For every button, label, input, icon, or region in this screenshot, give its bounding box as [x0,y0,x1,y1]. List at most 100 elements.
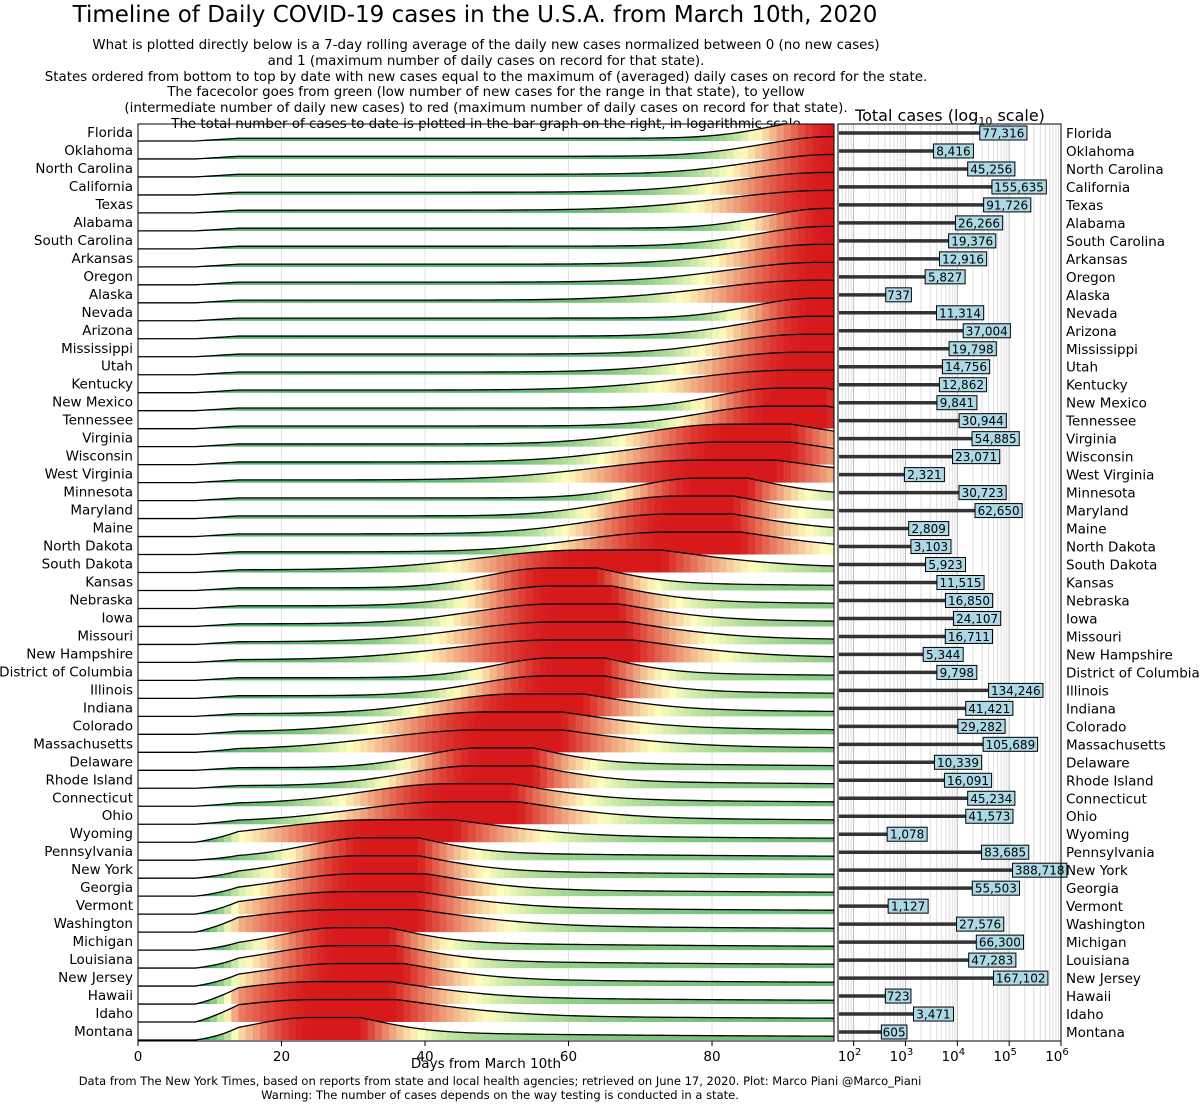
ridge-cell [661,1017,670,1023]
ridge-cell [374,909,383,933]
ridge-cell [755,891,763,897]
ridge-cell [252,1002,261,1023]
ridge-cell [432,649,440,663]
ridge-cell [604,502,613,519]
ridge-cell [403,174,412,177]
ridge-cell [288,264,297,267]
ridge-cell [647,703,656,717]
ridge-cell [303,999,311,1023]
ridge-cell [582,506,591,519]
ridge-cell [762,873,771,879]
ridge-cell [733,164,742,177]
ridge-cell [403,705,412,717]
ridge-cell [625,173,634,177]
ridge-cell [762,801,771,807]
ridge-cell [654,981,663,987]
ridge-cell [546,1014,555,1023]
ridge-cell [317,336,326,339]
ridge-cell [525,1013,534,1023]
ridge-cell [661,945,670,951]
ridge-michigan [138,926,834,951]
bar-value-label: 83,685 [984,846,1026,860]
ridge-cell [611,407,620,411]
ridge-cell [819,352,828,375]
ridge-cell [561,657,570,681]
ridge-cell [238,282,247,285]
ridge-cell [274,967,283,987]
ridge-cell [367,638,376,645]
ridge-cell [245,300,254,303]
ridge-cell [755,999,763,1005]
ridge-cell [281,713,290,717]
ridge-cell [496,590,505,609]
ridge-cell [439,1005,448,1023]
ridge-cell [453,425,462,429]
state-label-left: Colorado [73,718,133,734]
ridge-cell [697,313,706,321]
ridge-cell [403,963,412,987]
ridge-cell [712,690,720,699]
ridge-cell [460,697,469,717]
ridge-cell [690,782,699,789]
ridge-cell [762,424,771,447]
ridge-cell [604,297,613,303]
ridge-cell [511,1033,519,1040]
ridge-cell [317,743,326,753]
ridge-cell [460,765,469,789]
ridge-cell [726,180,735,195]
ridge-cell [798,564,806,573]
ridge-cell [338,407,347,411]
ridge-cell [697,837,706,843]
ridge-cell [532,459,541,465]
ridge-cell [762,783,771,789]
ridge-cell [525,264,534,267]
ridge-outline [138,944,834,969]
ridge-cell [597,191,605,195]
ridge-cell [259,192,268,195]
ridge-cell [417,174,426,177]
ridge-cell [353,138,362,141]
ridge-cell [410,443,419,447]
ridge-cell [346,873,354,897]
ridge-cell [432,515,440,519]
ridge-cell [511,138,519,141]
ridge-cell [374,638,383,645]
ridge-cell [582,174,591,177]
ridge-cell [654,684,663,699]
ridge-outline [138,693,834,717]
ridge-cell [374,963,383,987]
ridge-cell [805,602,814,609]
ridge-cell [783,388,792,411]
ridge-cell [338,765,347,771]
ridge-cell [410,717,419,735]
ridge-cell [712,460,720,483]
ridge-cell [360,515,369,519]
ridge-cell [389,210,397,213]
ridge-cell [288,623,297,627]
ridge-cell [432,246,440,249]
ridge-cell [597,208,605,213]
ridge-cell [310,569,318,573]
ridge-cell [661,316,670,321]
ridge-cell [683,170,692,177]
ridge-cell [389,497,397,501]
ridge-cell [633,681,641,699]
state-label-right: Louisiana [1066,953,1130,969]
ridge-cell [654,365,663,375]
ridge-cell [331,999,340,1023]
ridge-cell [338,461,347,465]
ridge-cell [776,584,785,591]
ridge-cell [303,174,311,177]
state-label-right: Kentucky [1066,378,1128,394]
ridge-cell [726,325,735,339]
ridge-cell [238,713,247,717]
ridge-cell [353,479,362,483]
ridge-cell [295,138,304,141]
ridge-cell [654,741,663,753]
ridge-cell [274,246,283,249]
bar-value-label: 47,283 [971,954,1013,968]
ridge-cell [668,1035,677,1040]
ridge-cell [532,996,541,1005]
state-label-left: Vermont [76,898,133,914]
ridge-cell [267,336,275,339]
